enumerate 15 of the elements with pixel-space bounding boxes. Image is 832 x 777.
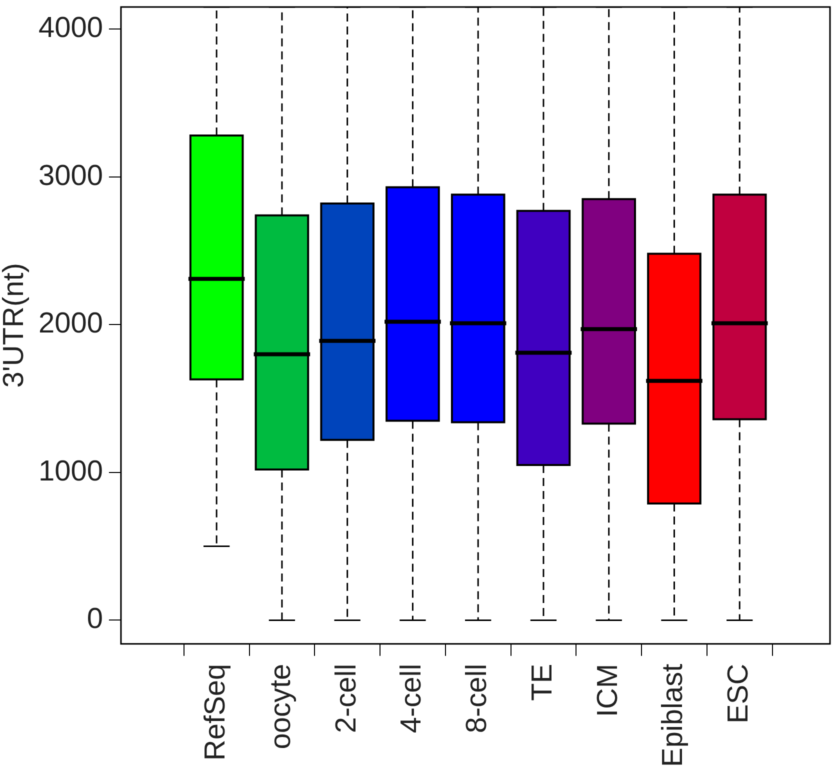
x-tick-label: 4-cell <box>396 664 428 734</box>
x-tick-label: oocyte <box>264 664 297 750</box>
x-tick-label: Epiblast <box>657 664 690 767</box>
y-tick-label: 2000 <box>38 308 103 340</box>
x-tick-label: ESC <box>722 664 755 724</box>
x-tick-label: 8-cell <box>461 664 494 734</box>
y-tick-label: 3000 <box>38 160 103 192</box>
y-axis-title: 3'UTR(nt) <box>0 263 30 388</box>
x-tick-label: RefSeq <box>200 664 232 761</box>
x-tick-label: TE <box>526 664 558 701</box>
y-tick-label: 1000 <box>38 455 103 488</box>
y-tick-label: 4000 <box>38 12 103 44</box>
y-tick-label: 0 <box>86 603 103 636</box>
x-tick-label: ICM <box>592 664 624 717</box>
x-tick-label: 2-cell <box>330 664 362 734</box>
